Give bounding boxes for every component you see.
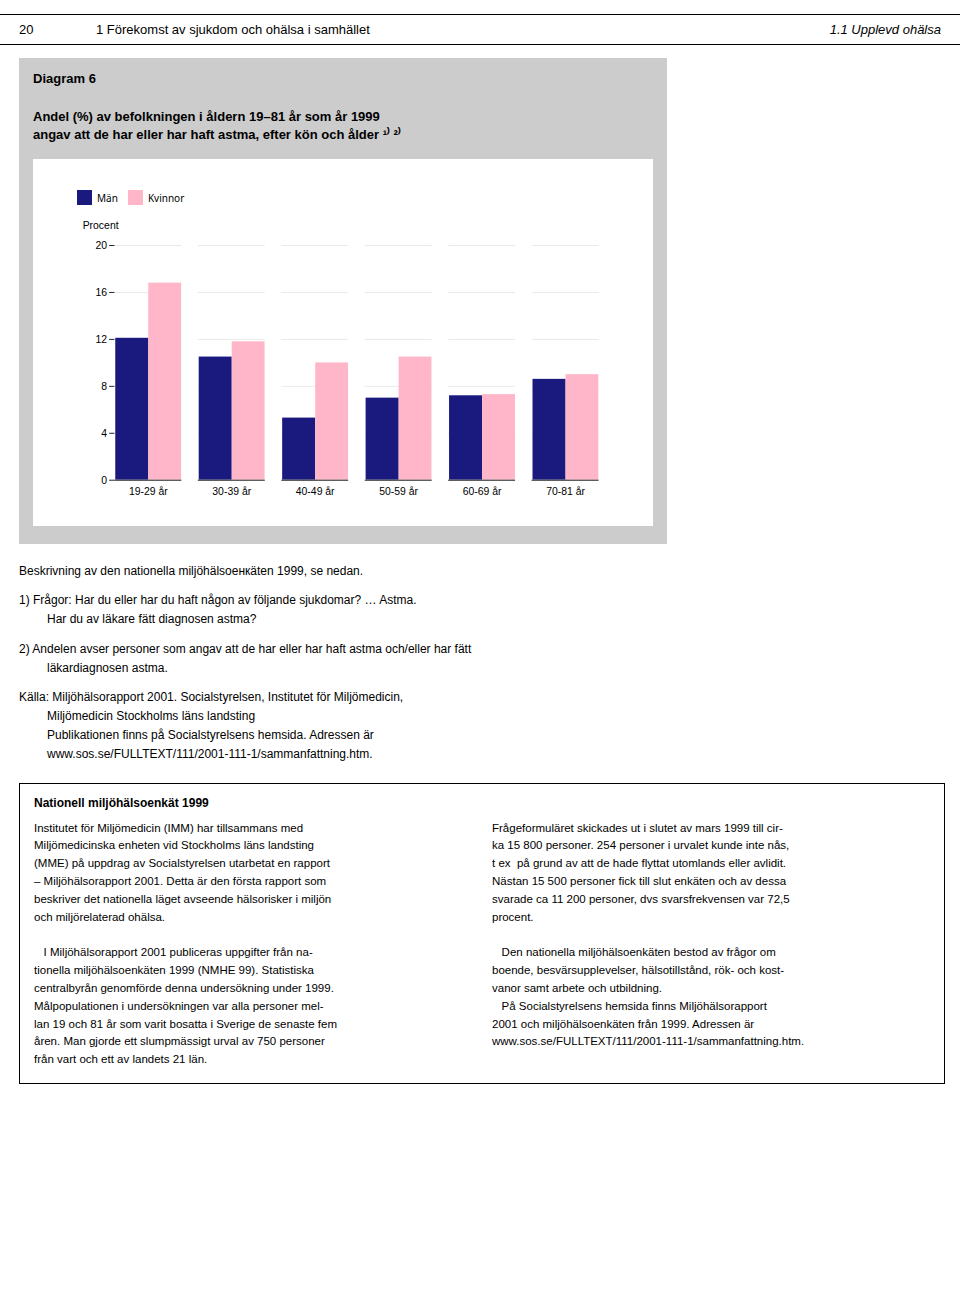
html-text:Miljömedicinska enheten vid St: Miljömedicinska enheten vid Stockholms l… [34, 839, 314, 852]
html-text:Kvinnor: Kvinnor [147, 190, 185, 205]
html-text:2001 och miljöhälsoenkäten frå: 2001 och miljöhälsoenkäten från 1999. Ad… [492, 1017, 755, 1030]
html-text:www.sos.se/FULLTEXT/111/2001-1: www.sos.se/FULLTEXT/111/2001-111-1/samma… [47, 747, 373, 762]
svg-text:12: 12 [95, 334, 107, 345]
html-text:Målpopulationen i undersökning: Målpopulationen i undersökningen var all… [34, 999, 324, 1012]
html-text:läkardiagnosen astma.: läkardiagnosen astma. [47, 660, 168, 675]
html-text:20: 20 [19, 22, 34, 37]
html-text:Nationell miljöhälsoenkät 1999: Nationell miljöhälsoenkät 1999 [34, 795, 209, 810]
svg-text:8: 8 [101, 381, 107, 392]
svg-text:16: 16 [95, 287, 107, 298]
html-text:– Miljöhälsorapport 2001. Dett: – Miljöhälsorapport 2001. Detta är den f… [34, 875, 327, 888]
html-text:2) Andelen avser personer som: 2) Andelen avser personer som angav att … [19, 641, 472, 656]
svg-text:0: 0 [101, 475, 107, 486]
html-text:och miljörelaterad ohälsa.: och miljörelaterad ohälsa. [34, 910, 165, 923]
html-text:boende, besvärsupplevelser, hä: boende, besvärsupplevelser, hälsotillstå… [492, 964, 785, 977]
svg-text:40-49 år: 40-49 år [296, 487, 335, 498]
html-text:procent.: procent. [492, 910, 534, 923]
html-text:från vart och ett av landets 2: från vart och ett av landets 21 län. [34, 1053, 208, 1066]
svg-text:19-29 år: 19-29 år [129, 487, 168, 498]
svg-text:30-39 år: 30-39 år [212, 487, 251, 498]
html-text:angav att de har eller har haf: angav att de har eller har haft astma, e… [33, 126, 401, 142]
html-text:åren. Man gjorde ett slumpmäss: åren. Man gjorde ett slumpmässigt urval … [34, 1035, 325, 1048]
html-text:(MME) på uppdrag av Socialstyr: (MME) på uppdrag av Socialstyrelsen utar… [34, 857, 330, 870]
html-text:1) Frågor: Har du eller har du: 1) Frågor: Har du eller har du haft någo… [19, 593, 417, 608]
html-text:Frågeformuläret skickades ut i: Frågeformuläret skickades ut i slutet av… [492, 821, 783, 834]
html-text:Publikationen finns på Socials: Publikationen finns på Socialstyrelsens … [47, 728, 374, 743]
html-text:1 Förekomst av sjukdom och ohä: 1 Förekomst av sjukdom och ohälsa i samh… [96, 22, 370, 37]
html-text:tionella miljöhälsoenkäten 199: tionella miljöhälsoenkäten 1999 (NMHE 99… [34, 964, 314, 977]
html-text:1.1 Upplevd ohälsa: 1.1 Upplevd ohälsa [829, 22, 941, 37]
svg-text:60-69 år: 60-69 år [463, 487, 502, 498]
svg-text:70-81 år: 70-81 år [546, 487, 585, 498]
svg-text:4: 4 [101, 428, 107, 439]
svg-text:50-59 år: 50-59 år [379, 487, 418, 498]
html-text:På Socialstyrelsens hemsida fi: På Socialstyrelsens hemsida finns Miljöh… [492, 999, 767, 1012]
html-text:Miljömedicin Stockholms läns l: Miljömedicin Stockholms läns landsting [47, 709, 256, 724]
html-text:svarade ca 11 200 personer, dv: svarade ca 11 200 personer, dvs svarsfre… [492, 892, 790, 905]
html-text:vanor samt arbete och utbildni: vanor samt arbete och utbildning. [492, 982, 662, 994]
html-text:centralbyrån genomförde denna: centralbyrån genomförde denna undersökni… [34, 982, 334, 994]
html-text:I Miljöhälsorapport 2001 publi: I Miljöhälsorapport 2001 publiceras uppg… [34, 946, 313, 959]
html-text:Har du av läkare fätt diagnose: Har du av läkare fätt diagnosen astma? [47, 612, 257, 627]
html-text:Nästan 15 500 personer fick ti: Nästan 15 500 personer fick till slut en… [492, 875, 787, 888]
html-text:Beskrivning av den nationella: Beskrivning av den nationella miljöhälso… [19, 564, 364, 578]
html-text:Institutet för Miljömedicin (I: Institutet för Miljömedicin (IMM) har ti… [34, 821, 303, 834]
svg-text:20: 20 [95, 240, 107, 251]
html-text:Män: Män [97, 190, 118, 205]
html-text:Källa: Miljöhälsorapport 2001.: Källa: Miljöhälsorapport 2001. Socialsty… [19, 689, 404, 704]
html-text:Den nationella miljöhälsoenkät: Den nationella miljöhälsoenkäten bestod … [492, 946, 776, 959]
html-text:t ex på grund av att de hade f: t ex på grund av att de hade flyttat uto… [492, 857, 787, 870]
html-text:ka 15 800 personer. 254 person: ka 15 800 personer. 254 personer i urval… [492, 839, 790, 852]
svg-text:Procent: Procent [83, 221, 119, 232]
html-text:beskriver det nationella läget: beskriver det nationella läget avseende … [34, 892, 332, 905]
html-text:lan 19 och 81 år som varit bos: lan 19 och 81 år som varit bosatta i Sve… [34, 1017, 337, 1030]
html-text:Andel (%) av befolkningen i ål: Andel (%) av befolkningen i åldern 19–81… [33, 109, 380, 124]
html-text:Diagram 6: Diagram 6 [33, 71, 96, 86]
html-text:www.sos.se/FULLTEXT/111/2001-1: www.sos.se/FULLTEXT/111/2001-111-1/samma… [492, 1035, 805, 1048]
